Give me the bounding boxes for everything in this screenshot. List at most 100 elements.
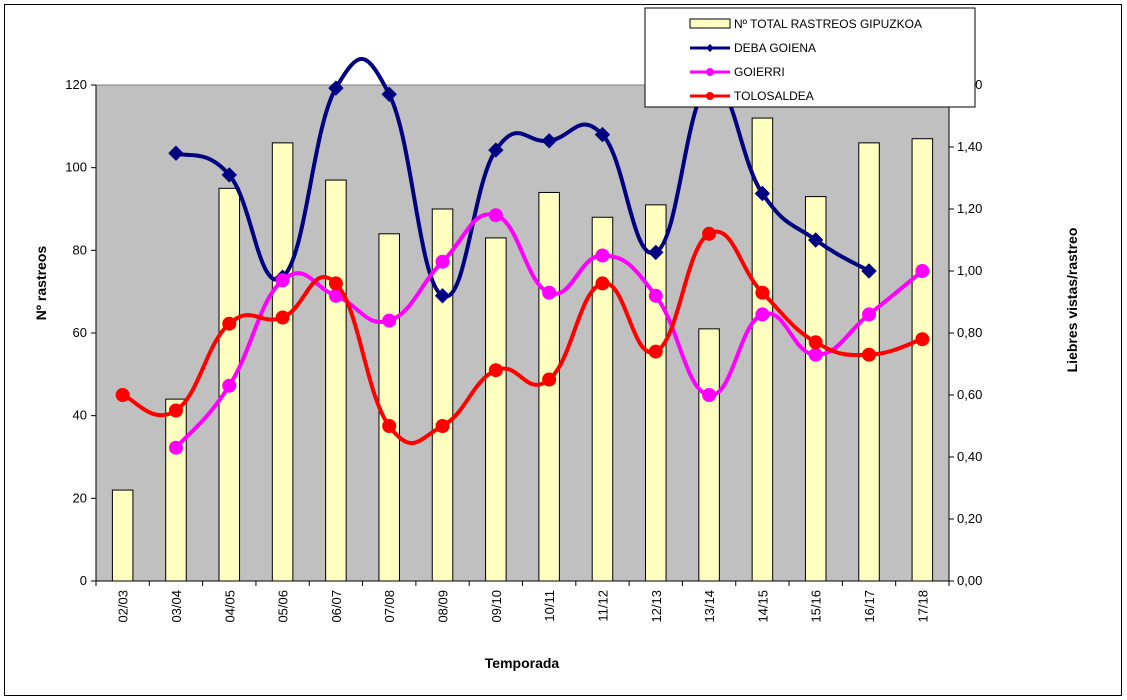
legend-marker <box>706 92 714 100</box>
y-tick-label-right: 0,80 <box>957 325 982 340</box>
data-point <box>221 167 237 183</box>
data-point <box>648 244 664 261</box>
bar <box>485 237 507 582</box>
data-point <box>434 288 451 304</box>
x-axis-title: Temporada <box>485 655 560 671</box>
data-point <box>702 226 717 241</box>
x-tick-label: 15/16 <box>809 590 824 623</box>
data-point <box>542 372 557 387</box>
data-point <box>275 273 290 288</box>
x-tick-label: 06/07 <box>329 590 344 623</box>
data-point <box>222 316 237 331</box>
y-tick-label-left: 120 <box>65 77 87 92</box>
y-tick-label-right: 1,00 <box>957 263 982 278</box>
data-point <box>435 419 450 433</box>
x-tick-label: 05/06 <box>276 590 291 623</box>
data-point <box>808 347 823 362</box>
data-point <box>541 133 557 149</box>
bar <box>911 138 934 582</box>
x-tick-label: 16/17 <box>862 590 877 623</box>
data-point <box>381 86 397 103</box>
data-point <box>754 185 771 202</box>
x-tick-label: 14/15 <box>755 590 770 623</box>
data-point <box>915 332 930 347</box>
data-point <box>755 307 770 322</box>
data-point <box>861 263 877 279</box>
x-tick-label: 03/04 <box>169 590 184 623</box>
data-point <box>648 344 663 359</box>
bar <box>645 204 667 582</box>
legend: Nº TOTAL RASTREOS GIPUZKOA DEBA GOIENA GOI… <box>644 7 976 108</box>
y-tick-label-left: 100 <box>65 160 87 175</box>
bar <box>165 398 187 582</box>
y-tick-label-right: 0,20 <box>957 511 982 526</box>
data-point <box>542 285 557 300</box>
legend-label: TOLOSALDEA <box>734 89 814 103</box>
y-tick-label-left: 80 <box>73 242 87 257</box>
y-tick-label-right: 1,40 <box>957 139 982 154</box>
x-tick-label: 17/18 <box>915 590 930 623</box>
data-point <box>168 440 183 455</box>
legend-label: Nº TOTAL RASTREOS GIPUZKOA <box>734 17 922 31</box>
data-point <box>222 378 237 393</box>
data-point <box>488 363 503 378</box>
y-axis-title-left: Nº rastreos <box>33 246 49 321</box>
legend-label: GOIERRI <box>734 65 785 79</box>
data-point <box>382 313 397 328</box>
data-point <box>595 276 610 291</box>
data-point <box>648 288 663 303</box>
data-point <box>702 388 717 402</box>
data-point <box>328 80 344 96</box>
bar <box>378 233 400 582</box>
x-tick-label: 10/11 <box>542 590 557 622</box>
x-tick-label: 02/03 <box>116 590 131 623</box>
data-point <box>275 310 290 325</box>
x-tick-label: 09/10 <box>489 590 504 623</box>
y-tick-label-left: 60 <box>73 325 87 340</box>
x-tick-label: 07/08 <box>382 590 397 623</box>
x-tick-label: 13/14 <box>702 590 717 623</box>
data-point <box>755 285 770 300</box>
data-point <box>808 335 823 350</box>
data-point <box>915 264 930 278</box>
legend-marker <box>706 68 714 76</box>
y-ticks-right: 0,000,200,400,600,801,001,201,401,60 <box>949 77 982 588</box>
data-point <box>168 403 183 418</box>
x-tick-label: 08/09 <box>436 590 451 623</box>
data-point <box>488 142 504 158</box>
y-tick-label-left: 40 <box>73 408 87 423</box>
bar <box>698 328 720 582</box>
data-point <box>328 288 343 303</box>
x-tick-label: 04/05 <box>222 590 237 623</box>
data-point <box>808 232 824 248</box>
legend-swatch <box>689 18 731 29</box>
data-point <box>594 126 611 143</box>
bar <box>111 489 134 582</box>
y-tick-label-right: 0,00 <box>957 573 982 588</box>
data-point <box>595 248 610 263</box>
y-tick-label-right: 1,20 <box>957 201 982 216</box>
legend-label: DEBA GOIENA <box>734 41 816 55</box>
y-axis-title-right: Liebres vistas/rastreo <box>1064 228 1080 373</box>
bar <box>538 191 560 582</box>
bar <box>271 142 294 582</box>
data-point <box>862 307 877 322</box>
x-tick-label: 11/12 <box>595 590 610 622</box>
data-point <box>115 388 130 402</box>
data-point <box>168 145 184 161</box>
data-point <box>435 254 450 269</box>
y-ticks-left: 0 20 40 60 80 100 120 <box>65 77 96 588</box>
y-tick-label-right: 0,60 <box>957 387 982 402</box>
bar <box>325 179 347 582</box>
bar <box>591 216 614 582</box>
legend-marker <box>706 44 714 52</box>
bar <box>858 142 880 582</box>
data-point <box>862 347 877 362</box>
y-tick-label-left: 20 <box>73 490 87 505</box>
y-tick-label-left: 0 <box>80 573 87 588</box>
x-ticks: 02/03 03/04 04/05 05/06 06/07 07/08 08/09 09/10… <box>95 581 950 623</box>
x-tick-label: 12/13 <box>649 590 664 623</box>
data-point <box>488 208 503 223</box>
bar <box>804 196 827 582</box>
